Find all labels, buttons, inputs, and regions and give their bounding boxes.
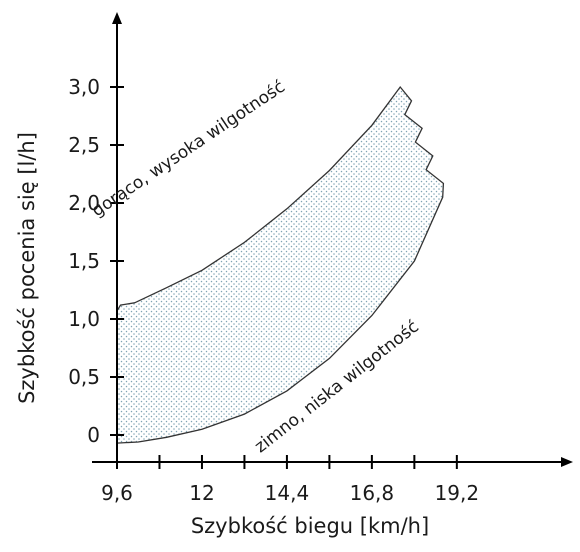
y-tick-label: 3,0 [68, 75, 100, 99]
x-tick-label: 12 [189, 481, 214, 505]
y-tick-label: 2,5 [68, 133, 100, 157]
y-tick-label: 1,0 [68, 307, 100, 331]
x-ticks: 9,6 12 14,4 16,8 19,2 [101, 455, 479, 505]
annotation-hot-humid: gorąco, wysoka wilgotność [88, 77, 288, 221]
y-tick-label: 0 [87, 423, 100, 447]
x-axis-arrow-icon [561, 457, 573, 467]
y-tick-label: 0,5 [68, 365, 100, 389]
x-tick-label: 14,4 [265, 481, 310, 505]
sweat-rate-area [116, 85, 445, 444]
y-tick-label: 2,0 [68, 191, 100, 215]
y-ticks: 0 0,5 1,0 1,5 2,0 2,5 3,0 [68, 75, 124, 447]
y-axis-title: Szybkość pocenia się [l/h] [15, 132, 39, 404]
x-tick-label: 19,2 [435, 481, 480, 505]
x-tick-label: 16,8 [350, 481, 395, 505]
y-tick-label: 1,5 [68, 249, 100, 273]
x-tick-label: 9,6 [101, 481, 133, 505]
x-axis-title: Szybkość biegu [km/h] [191, 514, 429, 538]
sweat-rate-band [116, 85, 445, 444]
y-axis-arrow-icon [112, 12, 122, 24]
